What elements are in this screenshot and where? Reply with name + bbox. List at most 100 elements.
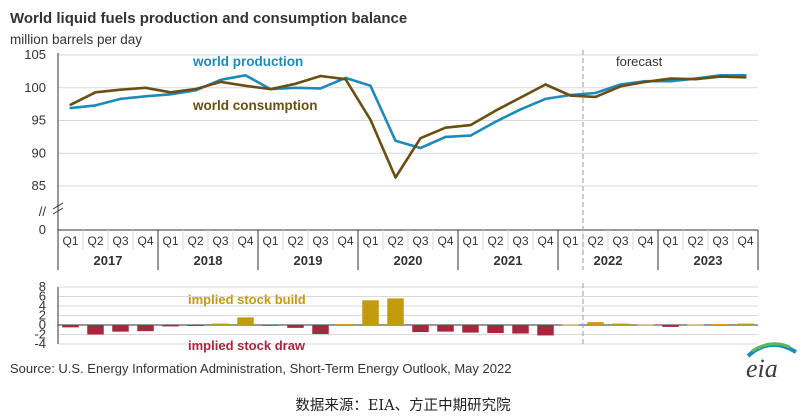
x-tick-quarter: Q3 (612, 234, 628, 248)
point-world-consumption (644, 80, 647, 84)
bar-stock-build (387, 298, 404, 325)
logo-text: eia (746, 354, 778, 383)
point-world-consumption (619, 85, 622, 88)
bar-stock-draw (412, 325, 429, 333)
point-world-production (594, 91, 597, 95)
bar-stock-build (687, 324, 704, 326)
x-tick-quarter: Q4 (437, 234, 453, 248)
point-world-production (669, 80, 672, 83)
bar-y-tick-label: 0 (39, 317, 46, 332)
point-world-consumption (519, 96, 522, 99)
bar-stock-draw (437, 325, 454, 332)
point-world-consumption (669, 77, 672, 80)
bar-y-tick-label: 2 (39, 308, 46, 323)
bar-stock-build (337, 324, 354, 325)
logo-arc-green (751, 342, 791, 353)
x-tick-year: 2018 (194, 253, 223, 268)
point-world-production (419, 146, 422, 150)
bar-y-tick-label: -2 (34, 327, 46, 342)
point-world-consumption (69, 103, 72, 106)
bar-stock-build (712, 324, 729, 325)
bar-y-tick-label: 4 (39, 298, 46, 313)
point-world-production (219, 78, 222, 82)
x-tick-quarter: Q1 (262, 234, 278, 248)
x-tick-quarter: Q4 (537, 234, 553, 248)
point-world-consumption (119, 88, 122, 91)
bar-stock-build (237, 317, 254, 325)
x-tick-quarter: Q2 (687, 234, 703, 248)
bar-stock-build (612, 323, 629, 325)
x-tick-quarter: Q1 (362, 234, 378, 248)
y-tick-label: // (39, 204, 47, 219)
point-world-production (244, 74, 247, 77)
bar-stock-draw (462, 325, 479, 333)
point-world-consumption (719, 75, 722, 78)
eia-logo: eia (746, 342, 798, 383)
x-tick-quarter: Q3 (412, 234, 428, 248)
series-line-world-production (70, 74, 746, 150)
point-world-production (319, 87, 322, 90)
label-implied-stock-build: implied stock build (188, 292, 306, 307)
bar-stock-draw (262, 325, 279, 326)
x-tick-quarter: Q1 (62, 234, 78, 248)
label-world-consumption: world consumption (192, 98, 318, 113)
y-tick-label: 0 (39, 222, 46, 237)
main-series (69, 74, 747, 179)
bar-stock-build (212, 323, 229, 325)
point-world-production (119, 97, 122, 101)
x-tick-quarter: Q2 (387, 234, 403, 248)
point-world-production (519, 108, 522, 111)
bar-stock-draw (512, 325, 529, 334)
point-world-production (444, 135, 447, 139)
bar-stock-build (737, 323, 754, 325)
y-tick-label: 85 (32, 178, 46, 193)
x-tick-quarter: Q4 (637, 234, 653, 248)
point-world-consumption (169, 91, 172, 94)
point-world-production (169, 93, 172, 96)
x-tick-quarter: Q2 (287, 234, 303, 248)
bar-stock-draw (137, 325, 154, 332)
bar-stock-draw (312, 325, 329, 335)
series-line-world-consumption (69, 74, 746, 179)
label-implied-stock-draw: implied stock draw (188, 338, 306, 353)
bar-y-tick-label: 8 (39, 279, 46, 294)
point-world-production (294, 86, 297, 89)
source-note: Source: U.S. Energy Information Administ… (10, 361, 511, 376)
point-world-consumption (319, 74, 322, 78)
axis-break-mark (52, 202, 64, 210)
point-world-production (69, 106, 72, 110)
point-world-production (144, 95, 147, 98)
point-world-consumption (219, 80, 222, 84)
bar-stock-build (637, 324, 654, 326)
bar-stock-draw (187, 325, 204, 326)
main-gridlines (58, 54, 758, 187)
y-tick-label: 100 (24, 80, 46, 95)
bar-stock-draw (112, 325, 129, 332)
x-tick-quarter: Q1 (462, 234, 478, 248)
x-tick-quarter: Q2 (187, 234, 203, 248)
footer-note: 数据来源：EIA、方正中期研究院 (295, 397, 511, 414)
x-tick-quarter: Q4 (337, 234, 353, 248)
point-world-consumption (694, 78, 697, 81)
point-world-production (369, 84, 372, 87)
x-tick-quarter: Q3 (212, 234, 228, 248)
point-world-consumption (144, 86, 147, 89)
point-world-consumption (469, 123, 472, 127)
x-tick-year: 2019 (294, 253, 323, 268)
x-tick-quarter: Q4 (237, 234, 253, 248)
point-world-consumption (744, 76, 747, 79)
point-world-production (94, 104, 97, 107)
y-tick-label: 90 (32, 145, 46, 160)
x-tick-year: 2023 (694, 253, 723, 268)
x-tick-quarter: Q1 (562, 234, 578, 248)
x-tick-quarter: Q1 (662, 234, 678, 248)
point-world-consumption (594, 95, 597, 99)
y-tick-label: 95 (32, 113, 46, 128)
bar-stock-draw (487, 325, 504, 334)
x-tick-quarter: Q3 (312, 234, 328, 248)
point-world-consumption (394, 176, 397, 179)
point-world-production (494, 120, 497, 124)
point-world-consumption (94, 91, 97, 94)
x-tick-quarter: Q3 (112, 234, 128, 248)
